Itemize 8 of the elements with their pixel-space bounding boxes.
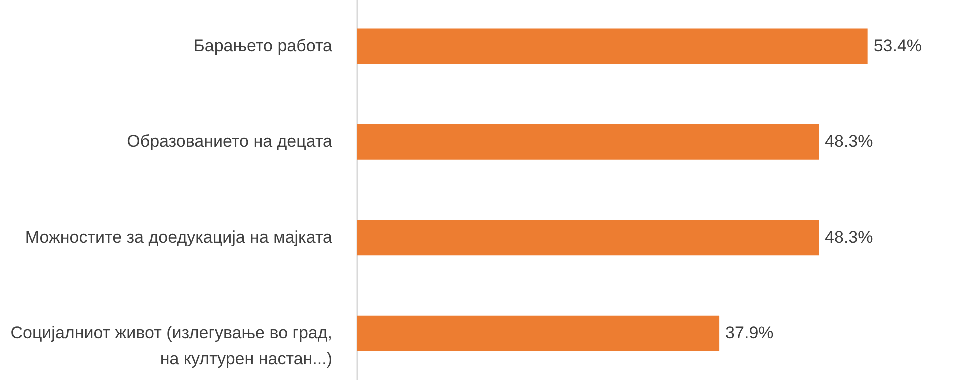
data-label: 48.3% <box>825 228 874 247</box>
y-tick-label: Социјалниот живот (излегување во град, на културен настан...) <box>10 324 332 369</box>
data-label: 48.3% <box>825 132 874 152</box>
data-label: 53.4% <box>874 36 922 56</box>
y-tick-label: Барањето работа <box>194 36 334 56</box>
y-tick-label: Образованието на децата <box>127 132 334 152</box>
data-label: 37.9% <box>726 324 774 343</box>
y-tick-label: Можностите за доедукација на мајката <box>25 228 334 247</box>
